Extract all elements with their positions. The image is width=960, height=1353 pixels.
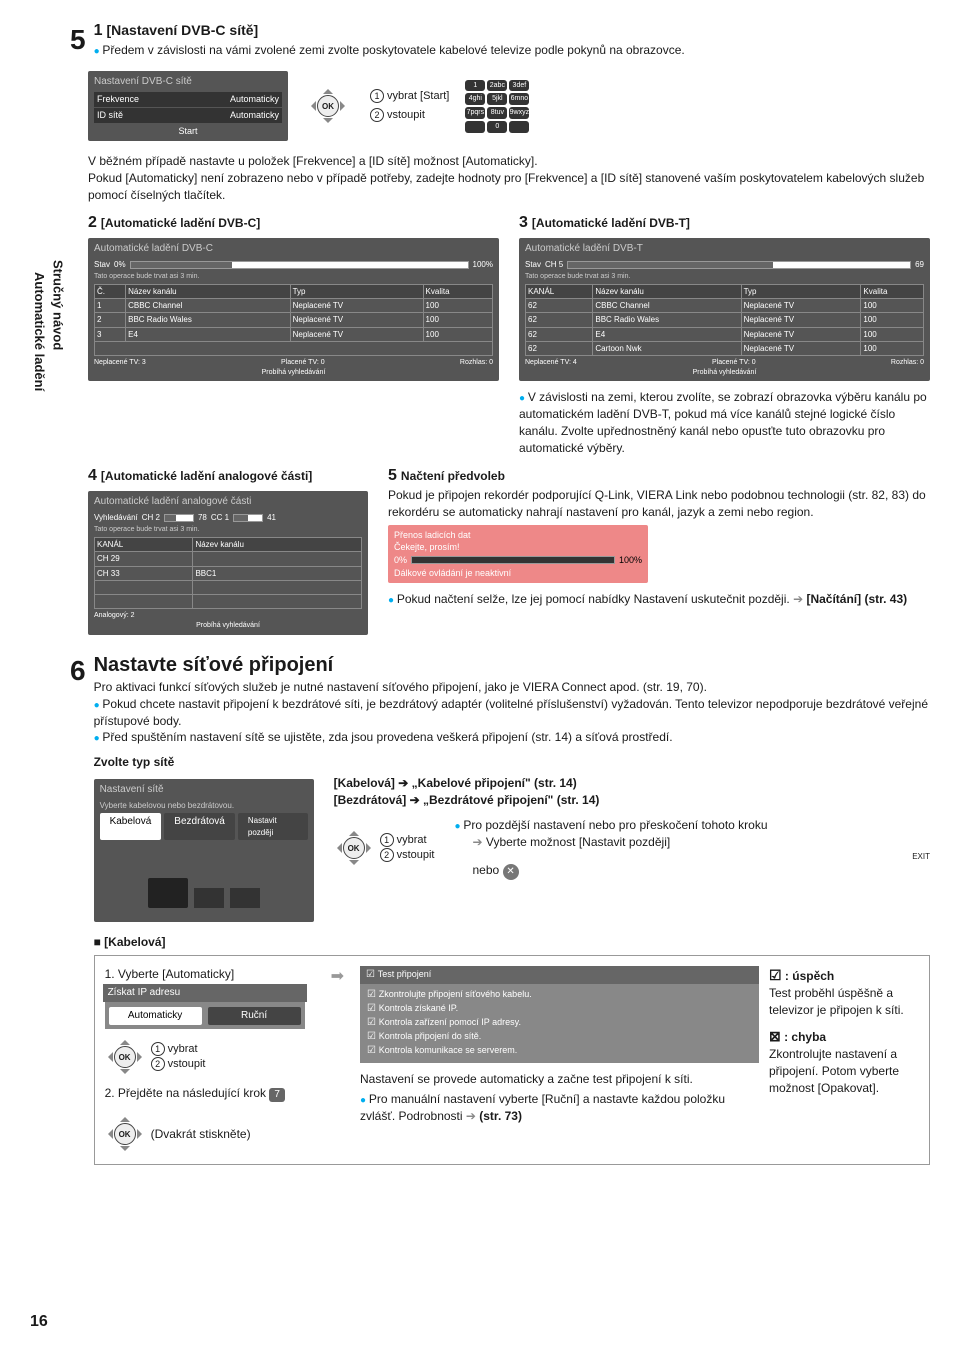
opt-later[interactable]: Nastavit později bbox=[238, 813, 308, 839]
p2-title: Automatické ladění DVB-C bbox=[94, 242, 493, 256]
step-5-intro: Předem v závislosti na vámi zvolené zemi… bbox=[94, 42, 930, 59]
nav-select: vybrat bbox=[397, 834, 427, 846]
para1: V běžném případě nastavte u položek [Fre… bbox=[88, 153, 930, 170]
exit-button[interactable]: ✕ bbox=[503, 864, 519, 880]
network-illustration bbox=[100, 844, 308, 914]
nav-ok-pad[interactable]: OK bbox=[308, 86, 348, 126]
p2-note: Tato operace bude trvat asi 3 min. bbox=[94, 272, 493, 282]
p3-table: KANÁLNázev kanáluTypKvalita 62CBBC Chann… bbox=[525, 284, 924, 356]
number-keypad[interactable]: 12abc3def 4ghi5jkl6mno 7pqrs8tuv9wxyz 0 bbox=[465, 80, 529, 133]
exit-label: EXIT bbox=[912, 852, 930, 861]
ok-button[interactable]: OK bbox=[317, 95, 339, 117]
step-5: 5 1[Nastavení DVB-C sítě] Předem v závis… bbox=[70, 20, 930, 639]
dvbt-tune-panel: Automatické ladění DVB-T StavCH 569 Tato… bbox=[519, 238, 930, 382]
netid-val: Automaticky bbox=[230, 109, 279, 122]
step6-b2: Před spuštěním nastavení sítě se ujistět… bbox=[94, 729, 930, 746]
error-txt: Zkontrolujte nastavení a připojení. Poto… bbox=[769, 1046, 919, 1096]
step-6-intro: Pro aktivaci funkcí síťových služeb je n… bbox=[94, 679, 930, 696]
analog-tune-panel: Automatické ladění analogové části Vyhle… bbox=[88, 491, 368, 635]
opt-wireless[interactable]: Bezdrátová bbox=[164, 813, 235, 839]
later-text: Pro pozdější nastavení nebo pro přeskoče… bbox=[455, 817, 931, 834]
sub2-num: 2 bbox=[88, 214, 97, 231]
sub4-num: 4 bbox=[88, 467, 97, 484]
ok-button-2[interactable]: OK bbox=[343, 837, 365, 859]
network-setup-panel: Nastavení sítě Vyberte kabelovou nebo be… bbox=[94, 779, 314, 922]
p2-table: Č.Název kanáluTypKvalita 1CBBC ChannelNe… bbox=[94, 284, 493, 356]
sub3-num: 3 bbox=[519, 214, 528, 231]
panel1-title: Nastavení DVB-C sítě bbox=[94, 75, 282, 89]
step-5-title: [Nastavení DVB-C sítě] bbox=[106, 22, 258, 38]
sub5-para-a: V závislosti na zemi, kterou zvolíte, se… bbox=[519, 389, 930, 456]
p2-100: 100% bbox=[473, 259, 493, 270]
ip-panel: Získat IP adresu Automaticky Ruční bbox=[105, 986, 305, 1029]
step-5-number: 5 bbox=[70, 20, 86, 59]
test-text-2-link: (str. 73) bbox=[479, 1109, 522, 1123]
sidebar-line1: Stručný návod bbox=[50, 260, 65, 350]
dvbc-settings-panel: Nastavení DVB-C sítě Frekvence Automatick… bbox=[88, 71, 288, 141]
success-hdr: : úspěch bbox=[785, 969, 834, 983]
kabelova-header: [Kabelová] bbox=[104, 935, 165, 949]
step-6-title: Nastavte síťové připojení bbox=[94, 651, 930, 679]
action-select-start: vybrat [Start] bbox=[387, 90, 449, 102]
p2-0: 0% bbox=[114, 259, 126, 270]
sub5-para-b: Pokud je připojen rekordér podporující Q… bbox=[388, 487, 930, 521]
later-or: nebo bbox=[473, 863, 500, 877]
step-6: 6 Nastavte síťové připojení Pro aktivaci… bbox=[70, 651, 930, 1166]
kab-note: (Dvakrát stiskněte) bbox=[151, 1126, 251, 1143]
sub3-title: [Automatické ladění DVB-T] bbox=[532, 216, 690, 230]
start-label: Start bbox=[94, 125, 282, 138]
dvbc-tune-panel: Automatické ladění DVB-C Stav 0% 100% Tato… bbox=[88, 238, 499, 382]
sidebar-tab: Stručný návod Automatické ladění bbox=[30, 260, 66, 391]
choose-title: Zvolte typ sítě bbox=[94, 755, 175, 769]
para2: Pokud [Automaticky] není zobrazeno nebo … bbox=[88, 170, 930, 204]
step-7-badge: 7 bbox=[269, 1088, 285, 1102]
p4-table: KANÁLNázev kanálu CH 29 CH 33BBC1 bbox=[94, 537, 362, 609]
page-number: 16 bbox=[30, 1311, 48, 1333]
test-text-1: Nastavení se provede automaticky a začne… bbox=[360, 1071, 759, 1088]
p2-stav: Stav bbox=[94, 259, 110, 270]
circ-2: 2 bbox=[370, 108, 384, 122]
circ-1: 1 bbox=[370, 89, 384, 103]
step-6-number: 6 bbox=[70, 651, 86, 690]
sub5-num: 5 bbox=[388, 467, 397, 484]
test-panel: Test připojení Zkontrolujte připojení sí… bbox=[360, 966, 759, 1063]
footnote: Pokud načtení selže, lze jej pomocí nabí… bbox=[397, 592, 793, 606]
ip-auto[interactable]: Automaticky bbox=[109, 1007, 202, 1025]
ip-manual[interactable]: Ruční bbox=[208, 1007, 301, 1025]
kab-1: 1. Vyberte [Automaticky] bbox=[105, 966, 305, 983]
nav-ok-pad-4[interactable]: OK bbox=[105, 1114, 145, 1154]
footnote-link: [Načítání] (str. 43) bbox=[806, 592, 907, 606]
sub2-title: [Automatické ladění DVB-C] bbox=[101, 216, 260, 230]
transfer-panel: Přenos ladicích dat Čekejte, prosím! 0%1… bbox=[388, 525, 648, 583]
sub4-title: [Automatické ladění analogové části] bbox=[101, 469, 312, 483]
success-txt: Test proběhl úspěšně a televizor je přip… bbox=[769, 985, 919, 1019]
nav-enter: vstoupit bbox=[397, 849, 435, 861]
action-enter: vstoupit bbox=[387, 109, 425, 121]
netid-label: ID sítě bbox=[97, 109, 123, 122]
arrow-right-icon: ➡ bbox=[331, 966, 344, 1155]
wired-ref: [Kabelová] ➔ „Kabelové připojení" (str. … bbox=[334, 776, 577, 790]
wireless-ref: [Bezdrátová] ➔ „Bezdrátové připojení" (s… bbox=[334, 793, 600, 807]
ok-button-3[interactable]: OK bbox=[114, 1046, 136, 1068]
opt-wired[interactable]: Kabelová bbox=[100, 813, 162, 839]
later-link: Vyberte možnost [Nastavit později] bbox=[486, 835, 670, 849]
freq-label: Frekvence bbox=[97, 93, 139, 106]
kab-2: 2. Přejděte na následující krok bbox=[105, 1086, 270, 1100]
test-text-2: Pro manuální nastavení vyberte [Ruční] a… bbox=[360, 1092, 725, 1123]
p3-title: Automatické ladění DVB-T bbox=[525, 242, 924, 256]
freq-val: Automaticky bbox=[230, 93, 279, 106]
sub-1-num: 1 bbox=[94, 22, 103, 39]
ok-button-4[interactable]: OK bbox=[114, 1123, 136, 1145]
nav-ok-pad-3[interactable]: OK bbox=[105, 1037, 145, 1077]
sub5-title: Načtení předvoleb bbox=[401, 469, 505, 483]
nav-ok-pad-2[interactable]: OK bbox=[334, 828, 374, 868]
step6-b1: Pokud chcete nastavit připojení k bezdrá… bbox=[94, 696, 930, 730]
sidebar-line2: Automatické ladění bbox=[30, 272, 48, 391]
error-hdr: : chyba bbox=[784, 1030, 826, 1044]
